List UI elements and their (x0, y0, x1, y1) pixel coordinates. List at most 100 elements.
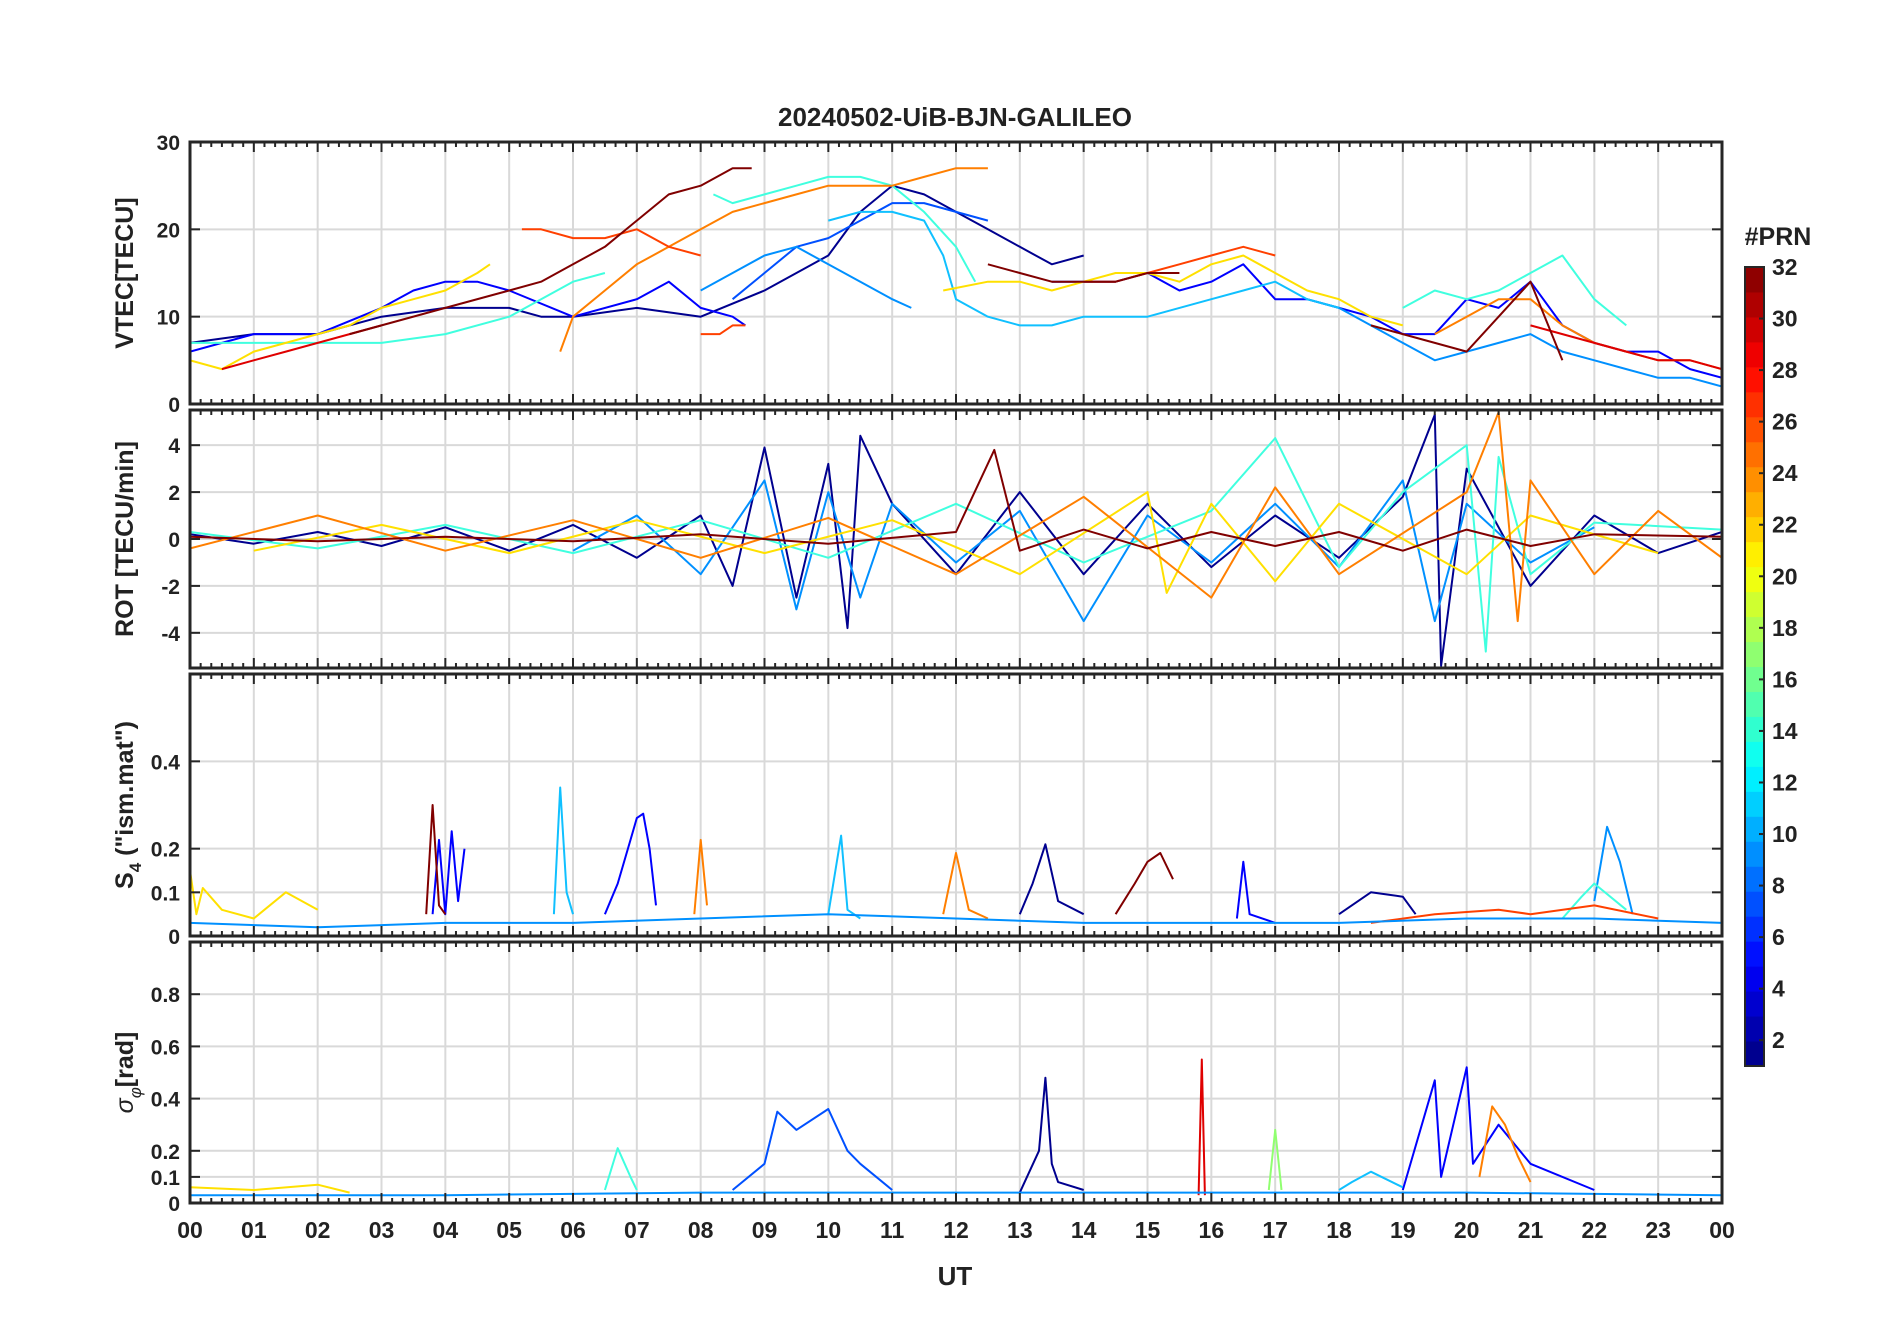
series-line-prn20 (190, 1183, 350, 1194)
colorbar-segment (1745, 716, 1764, 742)
series-line-prn8 (190, 913, 1722, 929)
colorbar-tick-label: 22 (1772, 512, 1798, 538)
colorbar-segment (1745, 566, 1764, 593)
colorbar-segment (1745, 741, 1764, 767)
series-line-prn24 (1478, 1105, 1532, 1183)
series-line-prn24 (942, 852, 989, 920)
x-axis-label: UT (938, 1261, 973, 1291)
y-tick-label: 0.4 (151, 751, 181, 774)
y-tick-label: -4 (161, 623, 180, 646)
series-line-prn8 (572, 479, 1595, 623)
x-tick-label: 02 (305, 1217, 331, 1243)
colorbar-segment (1745, 267, 1764, 293)
x-tick-label: 09 (752, 1217, 778, 1243)
series-line-prn28 (1197, 1058, 1206, 1196)
x-tick-label: 08 (688, 1217, 714, 1243)
series-line-prn6 (731, 202, 989, 300)
colorbar-tick-label: 24 (1772, 460, 1798, 486)
x-tick-label: 17 (1262, 1217, 1288, 1243)
series-line-prn32 (1114, 852, 1174, 915)
x-tick-label: 07 (624, 1217, 650, 1243)
x-tick-label: 22 (1582, 1217, 1608, 1243)
colorbar-segment (1745, 791, 1764, 817)
colorbar-segment (1745, 766, 1764, 792)
x-ticks (189, 674, 1723, 936)
series-group (190, 786, 1722, 929)
series-line-prn32 (987, 263, 1180, 283)
colorbar-tick-label: 2 (1772, 1027, 1785, 1053)
panel-4: 0 0.1 0.2 0.4 0.6 0.8 σφ[rad] (111, 940, 1724, 1216)
colorbar-segment (1745, 641, 1764, 667)
colorbar-segment (1745, 416, 1764, 443)
series-line-prn1 (1018, 1076, 1084, 1194)
series-line-prn32 (349, 167, 752, 336)
colorbar-segment (1745, 1041, 1764, 1067)
grid (189, 674, 1723, 937)
x-tick-labels: 00 01 02 03 04 05 06 07 08 09 10 11 12 13 14 15 16 17 18 19… (177, 1217, 1735, 1243)
x-tick-label: 16 (1199, 1217, 1225, 1243)
series-group (190, 411, 1722, 667)
x-tick-label: 05 (496, 1217, 522, 1243)
x-tick-label: 11 (880, 1217, 905, 1243)
colorbar-segment (1745, 841, 1764, 867)
colorbar-tick-label: 6 (1772, 924, 1785, 950)
series-line-prn4 (431, 830, 466, 916)
x-tick-label: 15 (1135, 1217, 1161, 1243)
y-axis-label-sub: 4 (126, 862, 145, 872)
series-line-prn8 (700, 245, 912, 309)
x-tick-label: 19 (1390, 1217, 1416, 1243)
series-line-prn29 (1530, 324, 1722, 371)
series-line-prn14 (190, 272, 606, 344)
colorbar-segment (1745, 666, 1764, 692)
colorbar-segment (1745, 991, 1764, 1017)
y-axis-label-base: σ (111, 1097, 139, 1113)
series-line-prn26 (700, 324, 746, 336)
colorbar-segment (1745, 341, 1764, 368)
colorbar-segment (1745, 591, 1764, 618)
colorbar-segment (1745, 816, 1764, 842)
y-axis-label: S4 ("ism.mat") (111, 721, 145, 889)
colorbar-segment (1745, 466, 1764, 493)
colorbar-segment (1745, 366, 1764, 393)
series-line-prn8 (1593, 825, 1634, 915)
series-group (190, 167, 1722, 388)
colorbar-segment (1745, 891, 1764, 917)
colorbar-segment (1745, 391, 1764, 418)
series-line-prn4 (190, 280, 746, 353)
y-tick-label: 0.8 (151, 984, 181, 1007)
x-tick-label: 21 (1518, 1217, 1544, 1243)
x-tick-label: 12 (943, 1217, 969, 1243)
y-tick-label: 2 (168, 482, 180, 505)
series-line-prn8 (1306, 298, 1722, 388)
colorbar-segment (1745, 916, 1764, 942)
x-tick-label: 10 (816, 1217, 842, 1243)
colorbar-tick-label: 16 (1772, 666, 1798, 692)
series-line-prn12 (603, 1147, 638, 1191)
panel-2: -4 -2 0 2 4 ROT [TECU/min] (111, 408, 1724, 670)
y-tick-label: 0 (168, 394, 180, 417)
y-tick-label: 0 (168, 529, 180, 552)
y-tick-label: 4 (168, 435, 180, 458)
x-tick-label: 01 (241, 1217, 267, 1243)
colorbar-tick-label: 30 (1772, 306, 1798, 332)
colorbar-segment (1745, 941, 1764, 967)
colorbar-tick-label: 4 (1772, 976, 1785, 1002)
y-tick-label: 0.1 (151, 1167, 181, 1190)
series-line-prn4 (1235, 860, 1276, 924)
y-tick-label: -2 (161, 576, 180, 599)
colorbar-segment (1745, 616, 1764, 643)
x-tick-label: 23 (1645, 1217, 1671, 1243)
x-tick-label: 18 (1326, 1217, 1352, 1243)
series-line-prn4 (1401, 1066, 1595, 1191)
y-tick-label: 0.4 (151, 1089, 181, 1112)
y-tick-label: 0.6 (151, 1036, 180, 1059)
series-line-prn24 (693, 838, 708, 915)
colorbar-segment (1745, 1016, 1764, 1042)
series-line-prn24 (559, 167, 988, 352)
colorbar-segment (1745, 541, 1764, 568)
colorbar-tick-label: 12 (1772, 769, 1798, 795)
colorbar-tick-label: 8 (1772, 873, 1785, 899)
colorbar-segment (1745, 316, 1764, 343)
